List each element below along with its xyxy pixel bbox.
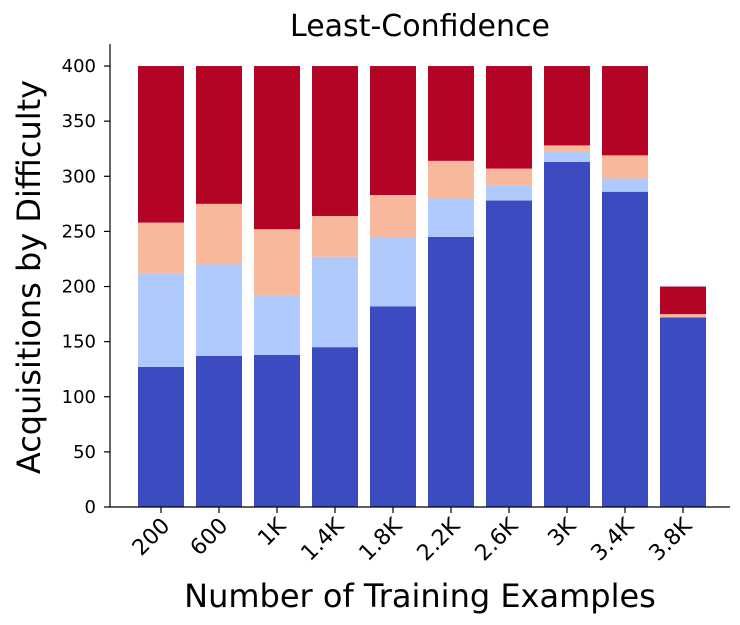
bar-segment-1K-4 (254, 66, 300, 230)
bar-segment-1K-3 (254, 229, 300, 296)
bar-segment-3.8K-1 (660, 317, 706, 507)
bar-segment-600-1 (196, 355, 242, 507)
bar-segment-200-1 (138, 366, 184, 507)
bar-segment-2.2K-3 (428, 160, 474, 199)
bar-segment-1.8K-2 (370, 236, 416, 307)
y-tick-label-300: 300 (62, 166, 96, 187)
bar-segment-3K-3 (544, 145, 590, 153)
bar-segment-2.6K-3 (486, 168, 532, 186)
bar-segment-3K-1 (544, 161, 590, 507)
bar-segment-3.4K-4 (602, 66, 648, 156)
x-tick-label-200: 200 (128, 514, 175, 561)
bar-segment-1.4K-1 (312, 347, 358, 507)
bar-segment-600-4 (196, 66, 242, 204)
bar-segment-1.8K-3 (370, 195, 416, 237)
y-tick-label-100: 100 (62, 387, 96, 408)
bar-segment-200-4 (138, 66, 184, 223)
bar-segment-1.4K-2 (312, 256, 358, 348)
bars (138, 66, 706, 508)
y-tick-label-50: 50 (73, 442, 96, 463)
bar-segment-2.2K-1 (428, 236, 474, 507)
y-tick-label-150: 150 (62, 332, 96, 353)
bar-segment-1K-2 (254, 295, 300, 355)
bar-segment-3K-2 (544, 152, 590, 162)
x-tick-label-2.2K: 2.2K (413, 513, 466, 566)
bar-segment-2.2K-4 (428, 66, 474, 161)
x-tick-label-3.4K: 3.4K (587, 513, 640, 566)
bar-segment-1.4K-4 (312, 66, 358, 216)
bar-segment-2.6K-1 (486, 200, 532, 508)
bar-segment-2.2K-2 (428, 198, 474, 237)
x-tick-label-3.8K: 3.8K (645, 513, 698, 566)
bar-segment-2.6K-4 (486, 66, 532, 169)
x-tick-label-1.4K: 1.4K (297, 513, 350, 566)
bar-segment-3.4K-3 (602, 155, 648, 179)
bar-segment-3.8K-3 (660, 314, 706, 318)
x-tick-label-3K: 3K (543, 513, 581, 551)
bar-segment-2.6K-2 (486, 185, 532, 201)
y-tick-label-250: 250 (62, 221, 96, 242)
x-tick-label-2.6K: 2.6K (471, 513, 524, 566)
y-axis: 0 50 100 150 200 250 300 350 400 (62, 56, 110, 518)
y-tick-label-0: 0 (85, 497, 96, 518)
bar-segment-3K-4 (544, 66, 590, 146)
y-tick-label-350: 350 (62, 111, 96, 132)
x-axis-label: Number of Training Examples (184, 577, 656, 615)
bar-segment-200-3 (138, 222, 184, 274)
bar-segment-1.4K-3 (312, 215, 358, 257)
y-axis-label: Acquisitions by Difficulty (10, 80, 48, 474)
chart-title: Least-Confidence (290, 9, 550, 44)
x-tick-label-1K: 1K (253, 513, 291, 551)
y-tick-label-200: 200 (62, 277, 96, 298)
bar-segment-200-2 (138, 273, 184, 367)
bar-segment-3.4K-1 (602, 191, 648, 507)
x-tick-label-1.8K: 1.8K (355, 513, 408, 566)
x-axis: 200 600 1K 1.4K 1.8K 2.2K 2.6K 3K 3.4K 3.8K (128, 507, 698, 566)
bar-segment-600-3 (196, 203, 242, 265)
bar-segment-3.8K-4 (660, 286, 706, 315)
bar-segment-1.8K-4 (370, 66, 416, 196)
bar-segment-1K-1 (254, 354, 300, 507)
y-tick-label-400: 400 (62, 56, 96, 77)
bar-segment-1.8K-1 (370, 306, 416, 507)
bar-segment-600-2 (196, 264, 242, 356)
x-tick-label-600: 600 (186, 514, 233, 561)
bar-segment-3.4K-2 (602, 178, 648, 192)
